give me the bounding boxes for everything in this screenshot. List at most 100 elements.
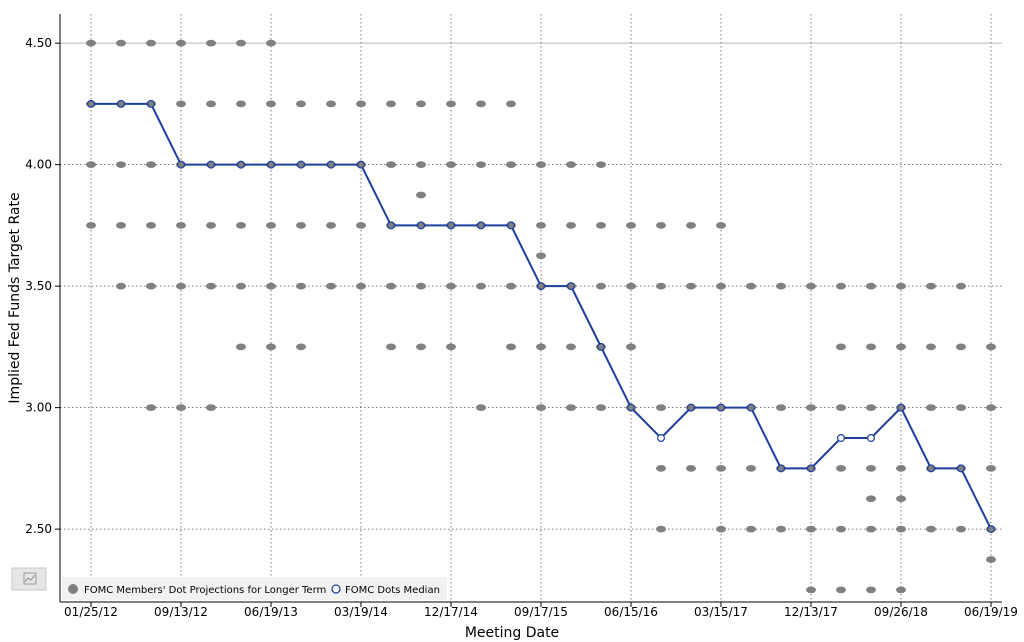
dot-projection-point xyxy=(296,343,306,351)
dot-projection-point xyxy=(566,221,576,229)
dot-projection-point xyxy=(356,100,366,108)
x-tick-label: 12/17/14 xyxy=(424,605,478,619)
dot-projection-point xyxy=(656,464,666,472)
dot-projection-point xyxy=(776,404,786,412)
x-tick-label: 03/19/14 xyxy=(334,605,388,619)
y-tick-label: 2.50 xyxy=(25,522,52,536)
dot-projection-point xyxy=(986,404,996,412)
dot-projection-point xyxy=(656,404,666,412)
dot-projection-point xyxy=(386,282,396,290)
median-point xyxy=(477,221,486,230)
dot-projection-point xyxy=(866,586,876,594)
dot-projection-point xyxy=(836,343,846,351)
dot-projection-point xyxy=(626,282,636,290)
median-series xyxy=(86,99,995,534)
dot-projection-point xyxy=(536,221,546,229)
dot-projection-point xyxy=(836,525,846,533)
dot-projection-point xyxy=(866,495,876,503)
dot-projection-point xyxy=(956,282,966,290)
y-tick-label: 3.50 xyxy=(25,279,52,293)
median-point xyxy=(806,464,815,473)
dot-projection-point xyxy=(86,221,96,229)
dot-projection-point xyxy=(116,221,126,229)
dot-projection-point xyxy=(476,404,486,412)
dot-projection-point xyxy=(896,282,906,290)
x-axis-title: Meeting Date xyxy=(465,625,559,641)
median-point xyxy=(86,99,95,108)
dot-projection-point xyxy=(746,525,756,533)
legend-box xyxy=(62,577,447,600)
dot-projection-point xyxy=(536,161,546,169)
dot-projection-point xyxy=(146,404,156,412)
dot-projection-point xyxy=(116,282,126,290)
dot-projection-point xyxy=(236,343,246,351)
dot-projection-point xyxy=(266,100,276,108)
dot-projection-point xyxy=(896,464,906,472)
median-point xyxy=(417,221,426,230)
x-tick-label: 09/17/15 xyxy=(514,605,568,619)
dot-projection-point xyxy=(506,343,516,351)
dot-projection-point xyxy=(416,282,426,290)
dot-projection-point xyxy=(626,343,636,351)
x-tick-label: 09/26/18 xyxy=(874,605,928,619)
dot-projection-point xyxy=(536,252,546,260)
dot-projection-point xyxy=(236,100,246,108)
dot-projection-point xyxy=(896,343,906,351)
dot-projection-point xyxy=(836,464,846,472)
dot-projection-point xyxy=(506,282,516,290)
median-point xyxy=(536,282,545,291)
axes xyxy=(59,14,1002,603)
dot-projection-point xyxy=(296,221,306,229)
dot-projection-point xyxy=(596,404,606,412)
dot-projection-point xyxy=(656,525,666,533)
dot-projection-point xyxy=(386,343,396,351)
median-point xyxy=(926,464,935,473)
y-tick-label: 4.50 xyxy=(25,36,52,50)
median-point xyxy=(147,99,156,108)
dot-projection-point xyxy=(206,282,216,290)
dot-projection-point xyxy=(626,221,636,229)
dot-projection-point xyxy=(686,221,696,229)
dot-projection-point xyxy=(146,39,156,47)
dot-projection-point xyxy=(386,161,396,169)
dot-projection-point xyxy=(86,39,96,47)
dot-projection-point xyxy=(686,464,696,472)
median-point xyxy=(896,403,905,412)
dot-projection-point xyxy=(986,343,996,351)
dot-projection-point xyxy=(236,282,246,290)
dot-projection-point xyxy=(446,282,456,290)
x-tick-label: 01/25/12 xyxy=(64,605,118,619)
dot-projection-point xyxy=(866,525,876,533)
dot-projection-point xyxy=(386,100,396,108)
x-tick-label: 12/13/17 xyxy=(784,605,838,619)
dot-projection-point xyxy=(986,464,996,472)
dot-projection-point xyxy=(326,221,336,229)
dot-projection-point xyxy=(356,221,366,229)
dot-projection-point xyxy=(896,525,906,533)
dot-projection-point xyxy=(956,525,966,533)
median-point xyxy=(746,403,755,412)
median-point xyxy=(566,282,575,291)
dot-projection-point xyxy=(836,404,846,412)
dot-projection-point xyxy=(206,404,216,412)
dot-projection-point xyxy=(326,282,336,290)
dot-projection-point xyxy=(266,343,276,351)
dot-projection-point xyxy=(596,161,606,169)
line-chart-icon[interactable] xyxy=(11,567,47,591)
y-tick-label: 4.00 xyxy=(25,158,52,172)
dot-projection-point xyxy=(116,39,126,47)
dot-projection-point xyxy=(116,161,126,169)
median-point xyxy=(686,403,695,412)
dot-projection-point xyxy=(86,161,96,169)
x-tick-labels: 01/25/12 09/13/12 06/19/13 03/19/14 12/17/14… xyxy=(64,602,1018,619)
dot-projection-point xyxy=(686,282,696,290)
dot-projection-point xyxy=(656,221,666,229)
dot-projection-point xyxy=(146,282,156,290)
x-tick-label: 06/19/19 xyxy=(964,605,1018,619)
x-tick-label: 03/15/17 xyxy=(694,605,748,619)
dot-projection-point xyxy=(236,221,246,229)
x-tick-label: 09/13/12 xyxy=(154,605,208,619)
dot-projection-point xyxy=(806,404,816,412)
dot-projection-point xyxy=(746,282,756,290)
median-point xyxy=(297,160,306,169)
